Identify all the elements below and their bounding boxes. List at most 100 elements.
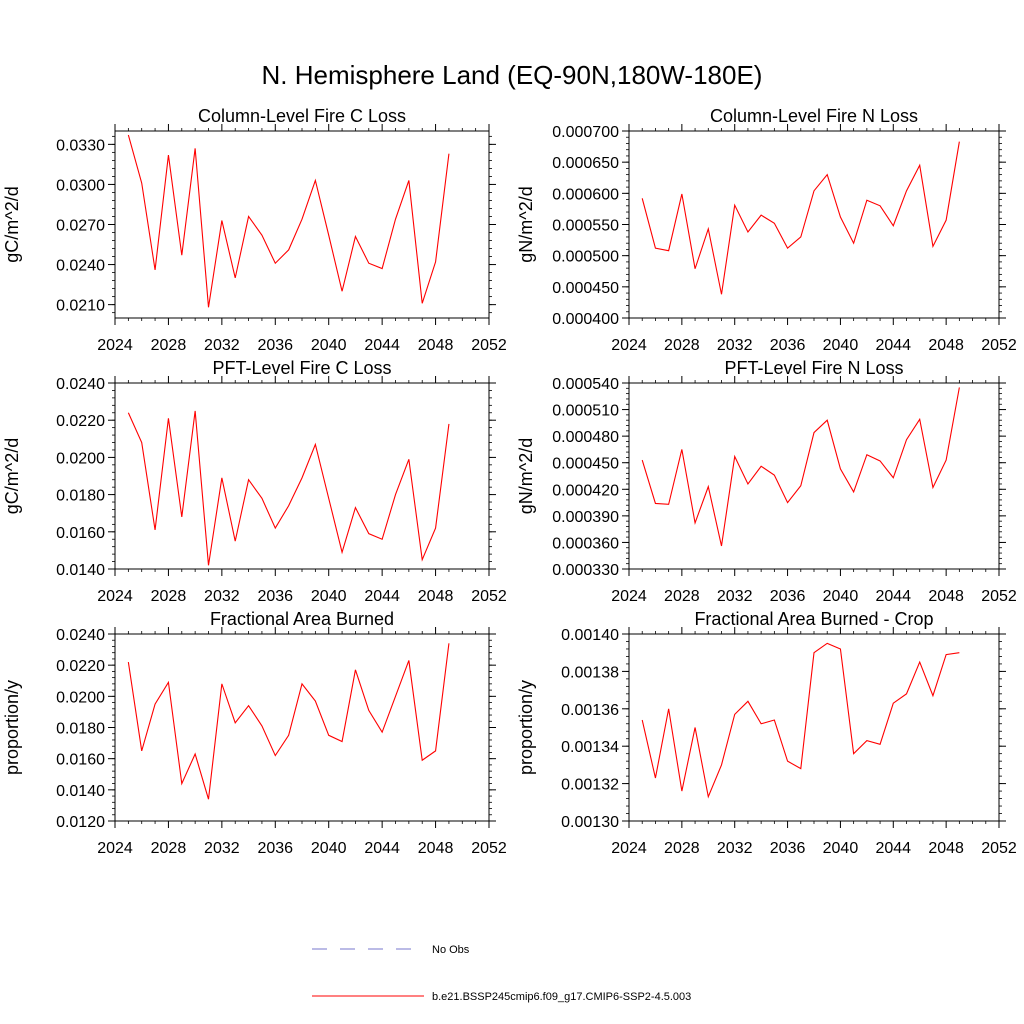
x-tick-label: 2044 [364, 588, 400, 605]
y-tick-label: 0.000500 [552, 249, 619, 266]
panel-title: PFT-Level Fire C Loss [212, 358, 391, 378]
y-tick-label: 0.0220 [56, 658, 105, 675]
y-axis-label: gN/m^2/d [516, 438, 536, 514]
series-line [127, 643, 450, 800]
y-tick-label: 0.0270 [56, 218, 105, 235]
y-tick-label: 0.00132 [561, 777, 619, 794]
x-tick-label: 2028 [151, 840, 187, 857]
chart-panels: Column-Level Fire C Loss 2024 2028 2032 2036… [2, 106, 1017, 857]
x-tick-label: 2052 [981, 840, 1017, 857]
x-tick-label: 2040 [311, 588, 347, 605]
panel-title: Column-Level Fire N Loss [710, 106, 918, 126]
x-tick-label: 2040 [823, 337, 859, 354]
x-tick-label: 2044 [875, 588, 911, 605]
x-tick-label: 2036 [257, 840, 293, 857]
x-tick-label: 2048 [418, 840, 454, 857]
x-tick-label: 2036 [257, 588, 293, 605]
x-tick-label: 2032 [717, 840, 753, 857]
y-tick-label: 0.0300 [56, 177, 105, 194]
x-tick-label: 2024 [97, 840, 133, 857]
y-tick-label: 0.0200 [56, 450, 105, 467]
x-tick-label: 2024 [611, 840, 647, 857]
panel-title: Column-Level Fire C Loss [198, 106, 406, 126]
y-tick-label: 0.0180 [56, 488, 105, 505]
x-tick-label: 2024 [611, 337, 647, 354]
y-tick-label: 0.000330 [552, 562, 619, 579]
y-axis-label: gC/m^2/d [2, 438, 22, 514]
y-tick-label: 0.000540 [552, 376, 619, 393]
y-tick-label: 0.0160 [56, 752, 105, 769]
x-tick-label: 2048 [418, 337, 454, 354]
x-tick-label: 2036 [770, 337, 806, 354]
y-tick-label: 0.0240 [56, 376, 105, 393]
panel-title: Fractional Area Burned - Crop [694, 609, 933, 629]
x-tick-label: 2036 [257, 337, 293, 354]
y-tick-label: 0.000450 [552, 280, 619, 297]
y-tick-label: 0.0210 [56, 298, 105, 315]
y-tick-label: 0.000390 [552, 509, 619, 526]
x-tick-label: 2048 [928, 588, 964, 605]
legend: No Obs b.e21.BSSP245cmip6.f09_g17.CMIP6-S… [312, 944, 691, 1003]
x-tick-label: 2044 [875, 337, 911, 354]
x-tick-label: 2040 [311, 840, 347, 857]
legend-label: b.e21.BSSP245cmip6.f09_g17.CMIP6-SSP2-4.… [432, 991, 691, 1003]
series-line [641, 642, 960, 799]
series-line [641, 387, 960, 547]
y-tick-label: 0.000400 [552, 311, 619, 328]
x-tick-label: 2032 [204, 588, 240, 605]
y-tick-label: 0.0200 [56, 689, 105, 706]
x-tick-label: 2052 [471, 337, 507, 354]
legend-item-1: No Obs [312, 944, 470, 956]
y-tick-label: 0.000450 [552, 456, 619, 473]
y-tick-label: 0.0160 [56, 525, 105, 542]
x-tick-label: 2048 [418, 588, 454, 605]
x-tick-label: 2040 [823, 588, 859, 605]
y-tick-label: 0.0120 [56, 814, 105, 831]
x-tick-label: 2052 [981, 337, 1017, 354]
y-tick-label: 0.0140 [56, 783, 105, 800]
x-tick-label: 2040 [823, 840, 859, 857]
y-tick-label: 0.000600 [552, 186, 619, 203]
chart-panel-2: Column-Level Fire N Loss 2024 2028 2032 2036… [516, 106, 1017, 354]
legend-item-2: b.e21.BSSP245cmip6.f09_g17.CMIP6-SSP2-4.… [312, 991, 691, 1003]
chart-panel-3: PFT-Level Fire C Loss 2024 2028 2032 2036 204… [2, 358, 507, 605]
series-line [641, 141, 960, 295]
x-tick-label: 2032 [204, 840, 240, 857]
y-tick-label: 0.00136 [561, 702, 619, 719]
x-tick-label: 2032 [717, 337, 753, 354]
x-tick-label: 2044 [364, 337, 400, 354]
x-tick-label: 2028 [151, 337, 187, 354]
x-tick-label: 2028 [664, 337, 700, 354]
panel-title: Fractional Area Burned [210, 609, 394, 629]
x-tick-label: 2052 [981, 588, 1017, 605]
y-tick-label: 0.000650 [552, 155, 619, 172]
y-tick-label: 0.0330 [56, 137, 105, 154]
y-axis-label: proportion/y [2, 680, 22, 775]
x-tick-label: 2048 [928, 337, 964, 354]
x-tick-label: 2052 [471, 840, 507, 857]
y-tick-label: 0.0220 [56, 413, 105, 430]
y-tick-label: 0.0140 [56, 562, 105, 579]
chart-panel-1: Column-Level Fire C Loss 2024 2028 2032 2036… [2, 106, 507, 354]
x-tick-label: 2036 [770, 588, 806, 605]
x-tick-label: 2032 [717, 588, 753, 605]
y-axis-label: proportion/y [516, 680, 536, 775]
figure-title: N. Hemisphere Land (EQ-90N,180W-180E) [262, 60, 763, 90]
legend-label: No Obs [432, 944, 470, 956]
x-tick-label: 2024 [97, 588, 133, 605]
y-tick-label: 0.00138 [561, 664, 619, 681]
x-tick-label: 2028 [664, 840, 700, 857]
x-tick-label: 2040 [311, 337, 347, 354]
y-tick-label: 0.00130 [561, 814, 619, 831]
x-tick-label: 2048 [928, 840, 964, 857]
chart-panel-6: Fractional Area Burned - Crop 2024 2028 203… [516, 609, 1017, 857]
y-tick-label: 0.00140 [561, 627, 619, 644]
y-tick-label: 0.000700 [552, 124, 619, 141]
y-tick-label: 0.000480 [552, 429, 619, 446]
x-tick-label: 2044 [364, 840, 400, 857]
y-tick-label: 0.00134 [561, 739, 619, 756]
y-tick-label: 0.0240 [56, 258, 105, 275]
y-axis-label: gC/m^2/d [2, 186, 22, 262]
x-tick-label: 2028 [664, 588, 700, 605]
y-tick-label: 0.000360 [552, 535, 619, 552]
